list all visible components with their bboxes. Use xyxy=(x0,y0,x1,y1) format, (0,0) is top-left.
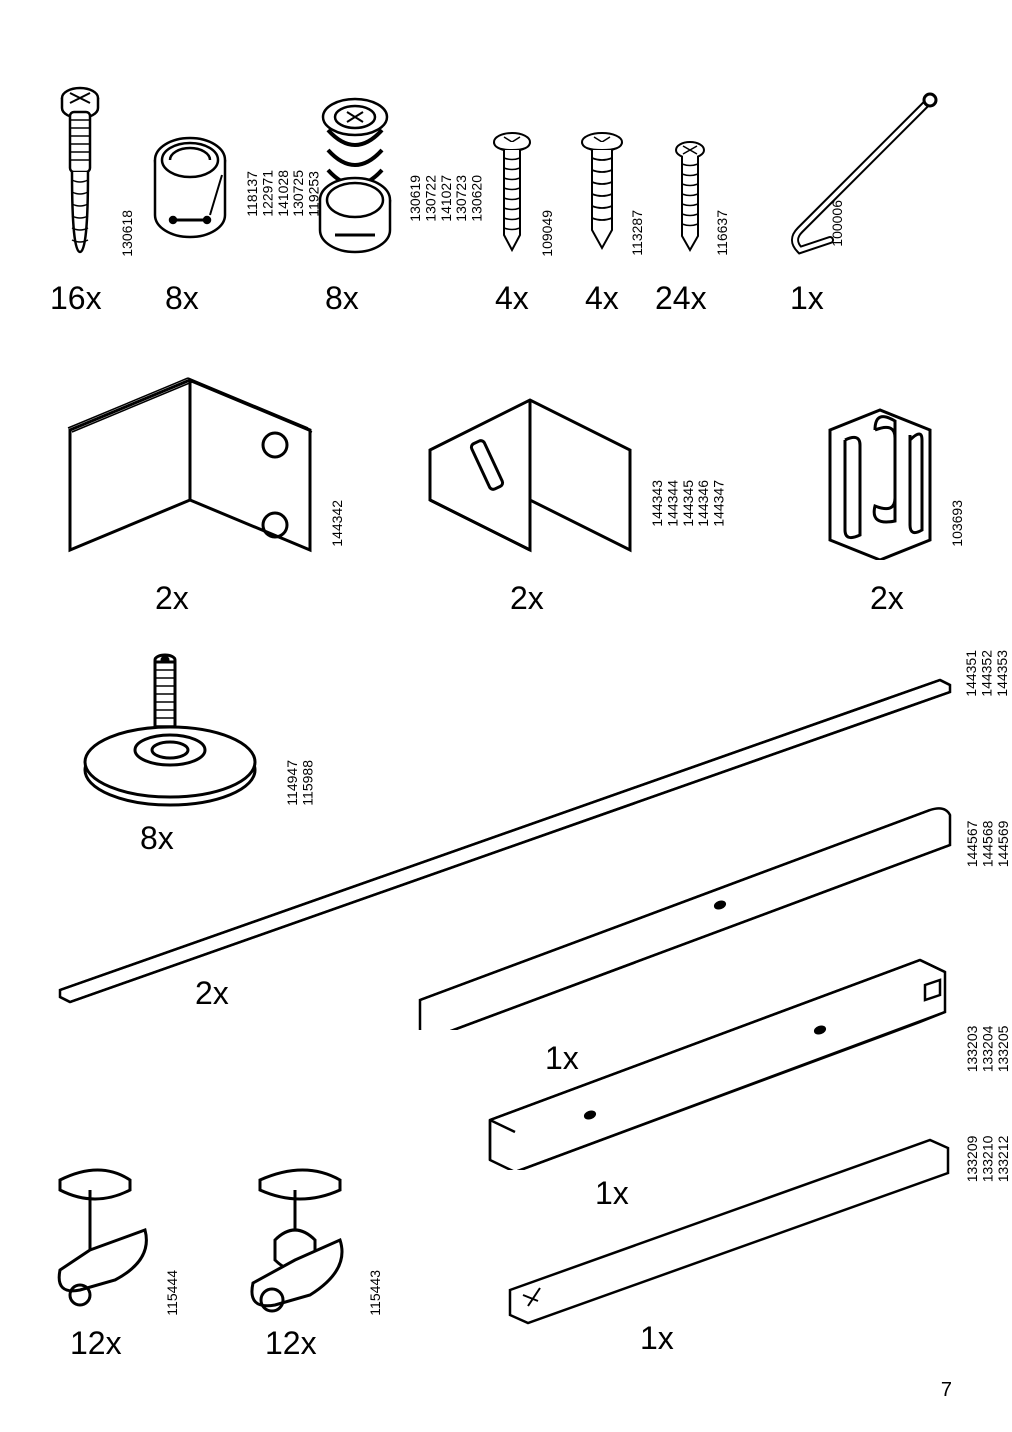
qty-label: 2x xyxy=(510,580,544,617)
bracket-flat-icon xyxy=(60,370,320,570)
part-number-label: 130619 130722 141027 130723 130620 xyxy=(408,175,485,222)
qty-label: 2x xyxy=(195,975,229,1012)
allen-key-icon xyxy=(760,90,940,270)
part-number-label: 115444 xyxy=(165,1270,180,1316)
shelf-pin-b-icon xyxy=(240,1160,360,1320)
part-screw-a: 109049 xyxy=(490,130,535,260)
hanger-plate-icon xyxy=(820,400,940,560)
part-number-label: 144567 144568 144569 144570 144571 10093… xyxy=(965,805,1012,867)
qty-label: 1x xyxy=(790,280,824,317)
part-rail-c: 133209 133210 133212 133211 133208 10093… xyxy=(490,1130,960,1330)
qty-label: 2x xyxy=(870,580,904,617)
qty-label: 24x xyxy=(655,280,707,317)
bracket-angle-icon xyxy=(420,370,640,570)
page-number: 7 xyxy=(941,1379,952,1402)
part-screw-c: 116637 xyxy=(670,140,710,260)
part-shelf-pin-b: 115443 xyxy=(240,1160,360,1320)
qty-label: 8x xyxy=(165,280,199,317)
qty-label: 12x xyxy=(265,1325,317,1362)
part-cam-lock: 118137 122971 141028 130725 119253 xyxy=(145,130,235,250)
rail-c-icon xyxy=(490,1130,960,1330)
part-number-label: 115443 xyxy=(368,1270,383,1316)
screw-c-icon xyxy=(670,140,710,260)
screw-a-icon xyxy=(490,130,535,260)
part-number-label: 144343 144344 144345 144346 144347 xyxy=(650,480,727,527)
part-number-label: 133203 133204 133205 133207 133206 10093… xyxy=(965,1010,1012,1072)
qty-label: 16x xyxy=(50,280,102,317)
part-number-label: 109049 xyxy=(540,210,555,257)
qty-label: 1x xyxy=(640,1320,674,1357)
part-shelf-pin-a: 115444 xyxy=(50,1160,160,1320)
part-screw-b: 113287 xyxy=(580,130,625,260)
qty-label: 8x xyxy=(325,280,359,317)
cam-lock-spring-icon xyxy=(300,95,400,255)
part-number-label: 113287 xyxy=(630,210,645,256)
part-number-label: 116637 xyxy=(715,210,730,256)
part-number-label: 144342 xyxy=(330,500,345,547)
part-number-label: 100006 xyxy=(830,200,845,247)
part-cam-lock-spring: 130619 130722 141027 130723 130620 xyxy=(300,95,400,255)
part-number-label: 103693 xyxy=(950,500,965,547)
qty-label: 12x xyxy=(70,1325,122,1362)
part-allen-key: 100006 xyxy=(760,90,940,270)
shelf-pin-a-icon xyxy=(50,1160,160,1320)
part-number-label: 130618 xyxy=(120,210,135,257)
part-bracket-angle: 144343 144344 144345 144346 144347 xyxy=(420,370,640,570)
assembly-page: 130618 16x 118137 122971 141028 130725 1… xyxy=(0,0,1012,1432)
part-bracket-flat: 144342 xyxy=(60,370,320,570)
qty-label: 4x xyxy=(495,280,529,317)
cam-bolt-icon xyxy=(50,80,110,270)
part-hanger-plate: 103693 xyxy=(820,400,940,560)
part-cam-bolt: 130618 xyxy=(50,80,110,270)
screw-b-icon xyxy=(580,130,625,260)
qty-label: 2x xyxy=(155,580,189,617)
part-number-label: 133209 133210 133212 133211 133208 10093… xyxy=(965,1120,1012,1182)
cam-lock-icon xyxy=(145,130,235,250)
part-number-label: 144351 144352 144353 xyxy=(964,650,1010,697)
qty-label: 4x xyxy=(585,280,619,317)
